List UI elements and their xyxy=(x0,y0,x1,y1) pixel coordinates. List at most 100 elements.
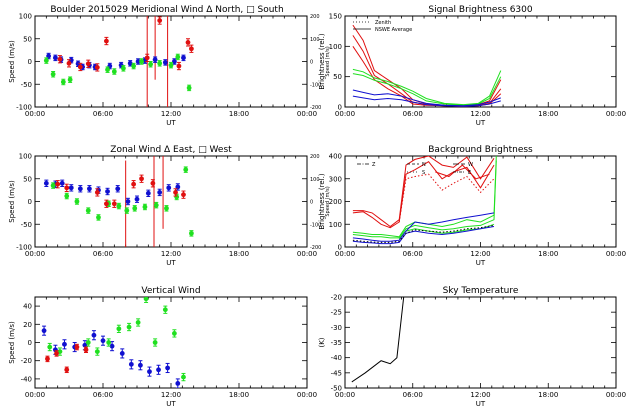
sky-ytick-label: -45 xyxy=(331,369,342,377)
vertical-xtick-label: 00:00 xyxy=(297,391,317,399)
meridional-title: Boulder 2015029 Meridional Wind Δ North,… xyxy=(50,5,283,15)
sky-xtick-label: 12:00 xyxy=(470,391,490,399)
sky-ytick-label: -50 xyxy=(331,385,342,393)
meridional-red-point xyxy=(185,39,191,45)
meridional-red-point xyxy=(176,63,182,69)
zonal-blue-point xyxy=(68,185,74,191)
signal-ytick-label: 0 xyxy=(338,104,342,112)
zonal-blue-point xyxy=(145,190,151,196)
zonal-ytick-label: -50 xyxy=(21,221,32,229)
meridional-ytick-label: -100 xyxy=(16,104,32,112)
zonal-green-point xyxy=(124,208,130,214)
vertical-xtick-label: 00:00 xyxy=(25,391,45,399)
vertical-blue-point xyxy=(41,328,47,334)
zonal-green-point xyxy=(174,194,180,200)
meridional-y2label: Speed (m/s) xyxy=(325,46,331,76)
sky-panel: Sky Temperature 00:00 06:00 12:00 18:00 00:00… xyxy=(318,286,626,408)
signal-xtick-label: 06:00 xyxy=(403,110,423,118)
zonal-red-point xyxy=(104,201,109,207)
zonal-blue-point xyxy=(77,186,83,192)
meridional-red-point xyxy=(104,38,109,44)
zonal-y2label: Speed (m/s) xyxy=(325,186,331,216)
zonal-green-point xyxy=(142,204,148,210)
zonal-red-point xyxy=(139,176,144,182)
signal-blue-line xyxy=(352,89,501,107)
zonal-ytick-label: -100 xyxy=(16,244,32,252)
zonal-title: Zonal Wind Δ East, □ West xyxy=(110,145,232,155)
vertical-ytick-label: -40 xyxy=(21,375,32,383)
meridional-red-point xyxy=(144,55,150,61)
zonal-red-point xyxy=(173,190,178,195)
meridional-green-point xyxy=(148,61,154,67)
zonal-ytick-label: 0 xyxy=(28,198,32,206)
zonal-red-point xyxy=(150,180,156,186)
signal-ytick-label: 50 xyxy=(333,73,342,81)
background-xtick-label: 18:00 xyxy=(538,250,558,258)
zonal-blue-point xyxy=(87,186,92,192)
zonal-green-point xyxy=(183,167,189,173)
zonal-xtick-label: 00:00 xyxy=(297,250,317,258)
vertical-blue-point xyxy=(82,342,88,348)
meridional-ytick-label: 0 xyxy=(28,58,32,66)
background-xtick-label: 06:00 xyxy=(403,250,423,258)
meridional-green-point xyxy=(186,85,192,91)
zonal-red-point xyxy=(55,181,61,187)
background-ytick-label: 100 xyxy=(329,221,342,229)
background-ytick-label: 200 xyxy=(329,198,342,206)
zonal-blue-point xyxy=(115,186,121,192)
zonal-green-point xyxy=(50,183,56,188)
meridional-xtick-label: 06:00 xyxy=(93,110,113,118)
background-legend-label: S xyxy=(422,170,425,176)
background-ytick-label: 400 xyxy=(329,153,342,161)
background-panel: Background Brightness 00:00 06:00 12:00 18:0… xyxy=(318,145,626,267)
vertical-green-point xyxy=(47,344,53,350)
signal-ytick-label: 150 xyxy=(329,13,342,21)
zonal-red-point xyxy=(94,190,100,195)
background-black-line xyxy=(352,224,495,243)
meridional-y2tick-label: 200 xyxy=(310,14,320,20)
zonal-ytick-label: 50 xyxy=(23,175,32,183)
meridional-red-point xyxy=(57,56,63,62)
sky-xtick-label: 06:00 xyxy=(403,391,423,399)
vertical-red-point xyxy=(74,344,80,350)
signal-xlabel: UT xyxy=(476,119,486,127)
vertical-xlabel: UT xyxy=(166,400,176,408)
zonal-xtick-label: 00:00 xyxy=(25,250,45,258)
background-blue-line xyxy=(352,212,495,242)
meridional-ytick-label: -50 xyxy=(21,81,32,89)
vertical-green-point xyxy=(94,349,100,354)
meridional-green-point xyxy=(121,65,126,71)
sky-ytick-label: -25 xyxy=(331,309,342,317)
background-title: Background Brightness xyxy=(428,145,533,155)
zonal-xtick-label: 12:00 xyxy=(161,250,181,258)
meridional-xtick-label: 18:00 xyxy=(229,110,249,118)
sky-ytick-label: -30 xyxy=(331,324,342,332)
signal-ytick-label: 100 xyxy=(329,43,342,51)
meridional-blue-point xyxy=(181,55,186,61)
background-red-line xyxy=(398,173,495,223)
background-ytick-label: 300 xyxy=(329,175,342,183)
zonal-green-point xyxy=(153,202,159,208)
meridional-blue-point xyxy=(53,55,58,61)
zonal-green-point xyxy=(74,199,80,204)
vertical-blue-point xyxy=(165,365,171,371)
meridional-blue-point xyxy=(172,59,177,64)
meridional-red-point xyxy=(94,65,100,70)
meridional-green-point xyxy=(111,69,117,74)
vertical-blue-point xyxy=(138,362,143,368)
sky-xtick-label: 00:00 xyxy=(335,391,355,399)
zonal-panel: Zonal Wind Δ East, □ West 00:00 06:00 12:00… xyxy=(8,145,331,267)
vertical-ytick-label: 0 xyxy=(28,339,32,347)
sky-title: Sky Temperature xyxy=(443,286,519,296)
vertical-green-point xyxy=(162,307,168,313)
vertical-panel: Vertical Wind 00:00 06:00 12:00 18:00 00:00 UT… xyxy=(8,286,317,408)
zonal-blue-point xyxy=(166,185,172,191)
meridional-blue-point xyxy=(135,59,141,64)
signal-xtick-label: 12:00 xyxy=(470,110,490,118)
background-ylabel: Brightness (rel.) xyxy=(318,173,326,229)
meridional-y2tick-label: -200 xyxy=(310,105,321,111)
signal-legend-label: Zenith xyxy=(375,20,391,26)
zonal-red-point xyxy=(64,185,70,191)
zonal-y2tick-label: 0 xyxy=(310,200,313,206)
